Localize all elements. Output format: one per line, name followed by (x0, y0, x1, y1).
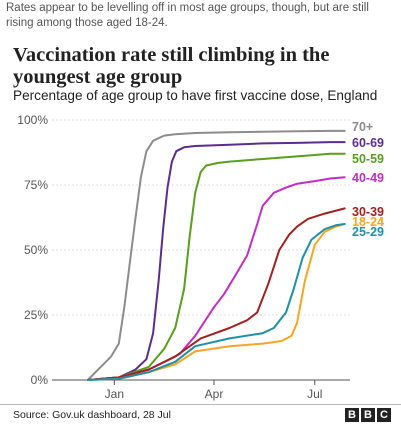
y-tick-label: 100% (17, 113, 48, 127)
source-note: Source: Gov.uk dashboard, 28 Jul (13, 409, 171, 421)
chart-subtitle: Percentage of age group to have first va… (13, 88, 378, 103)
series-line (86, 223, 346, 381)
y-tick-label: 50% (24, 243, 48, 257)
series-line (86, 152, 346, 381)
legend-label: 30-39 (352, 205, 384, 219)
series-line (86, 141, 346, 381)
bbc-logo: B B C (345, 408, 391, 422)
series-line (86, 223, 346, 381)
legend-label: 60-69 (352, 136, 384, 150)
legend-label: 70+ (352, 120, 373, 134)
chart-title: Vaccination rate still climbing in the y… (13, 44, 330, 88)
chart-caption: Rates appear to be levelling off in most… (6, 2, 369, 29)
legend-label: 50-59 (352, 152, 384, 166)
x-tick-label: Apr (205, 387, 224, 401)
logo-letter: B (345, 408, 359, 422)
logo-letter: C (377, 408, 391, 422)
logo-letter: B (361, 408, 375, 422)
legend-label: 18-24 (352, 215, 384, 229)
y-axis: 0% 25% 50% 75% 100% (17, 113, 48, 387)
source-divider (0, 404, 401, 405)
series-lines (86, 129, 346, 381)
series-line (86, 129, 346, 381)
gridlines (52, 119, 350, 381)
legend-label: 25-29 (352, 225, 384, 239)
y-tick-label: 25% (24, 308, 48, 322)
y-tick-label: 0% (31, 373, 49, 387)
y-tick-label: 75% (24, 178, 48, 192)
x-tick-label: Jul (307, 387, 322, 401)
legend-label: 40-49 (352, 171, 384, 185)
x-tick-label: Jan (105, 387, 124, 401)
series-line (86, 207, 346, 381)
x-axis: Jan Apr Jul (105, 380, 322, 401)
